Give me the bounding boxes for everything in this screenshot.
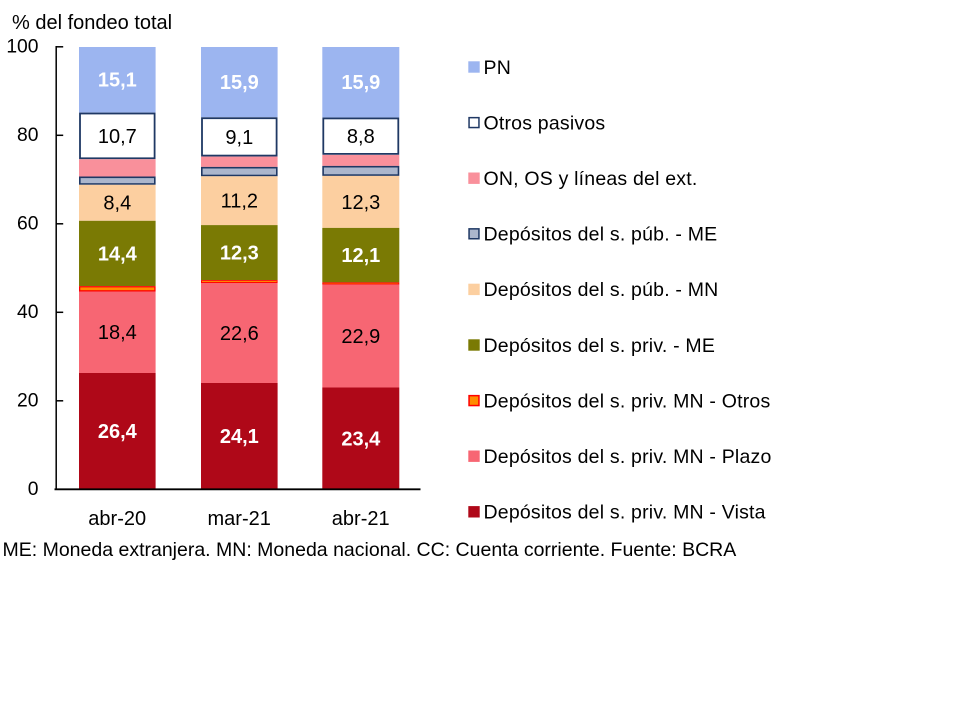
svg-text:22,6: 22,6 — [220, 323, 259, 345]
svg-text:Depósitos del s. púb. - MN: Depósitos del s. púb. - MN — [484, 279, 719, 301]
svg-text:Depósitos del s. priv. - ME: Depósitos del s. priv. - ME — [484, 335, 716, 357]
svg-text:100: 100 — [6, 37, 38, 58]
svg-text:Otros pasivos: Otros pasivos — [484, 112, 606, 134]
svg-text:15,9: 15,9 — [220, 72, 259, 94]
svg-text:Depósitos del s. priv. MN - Ot: Depósitos del s. priv. MN - Otros — [484, 390, 771, 412]
svg-text:ON, OS y líneas del ext.: ON, OS y líneas del ext. — [484, 168, 698, 190]
svg-text:15,9: 15,9 — [341, 72, 380, 94]
svg-text:60: 60 — [17, 214, 38, 235]
svg-text:14,4: 14,4 — [98, 243, 138, 265]
svg-text:12,3: 12,3 — [341, 192, 380, 214]
svg-text:12,1: 12,1 — [341, 245, 380, 267]
svg-text:Depósitos del s. priv. MN - Pl: Depósitos del s. priv. MN - Plazo — [484, 446, 772, 468]
svg-text:20: 20 — [17, 391, 38, 412]
svg-text:10,7: 10,7 — [98, 126, 137, 148]
svg-text:18,4: 18,4 — [98, 322, 137, 344]
svg-text:22,9: 22,9 — [341, 326, 380, 348]
svg-text:24,1: 24,1 — [220, 426, 259, 448]
svg-text:Depósitos del s. púb. - ME: Depósitos del s. púb. - ME — [484, 224, 718, 246]
svg-text:80: 80 — [17, 125, 38, 146]
svg-text:23,4: 23,4 — [341, 428, 381, 450]
svg-text:8,4: 8,4 — [103, 193, 131, 215]
svg-text:15,1: 15,1 — [98, 70, 137, 92]
svg-text:ME: Moneda extranjera. MN: Mon: ME: Moneda extranjera. MN: Moneda nacion… — [3, 539, 737, 561]
svg-text:Depósitos del s. priv. MN - Vi: Depósitos del s. priv. MN - Vista — [484, 502, 766, 524]
svg-text:26,4: 26,4 — [98, 421, 138, 443]
svg-text:8,8: 8,8 — [347, 126, 375, 148]
svg-text:mar-21: mar-21 — [208, 508, 271, 530]
svg-text:abr-20: abr-20 — [88, 508, 146, 530]
svg-text:40: 40 — [17, 302, 38, 323]
svg-text:abr-21: abr-21 — [332, 508, 390, 530]
svg-text:12,3: 12,3 — [220, 243, 259, 265]
svg-text:PN: PN — [484, 57, 512, 79]
svg-text:% del fondeo total: % del fondeo total — [12, 12, 172, 34]
svg-text:0: 0 — [28, 479, 39, 500]
svg-text:11,2: 11,2 — [221, 191, 258, 213]
svg-text:9,1: 9,1 — [225, 127, 253, 149]
